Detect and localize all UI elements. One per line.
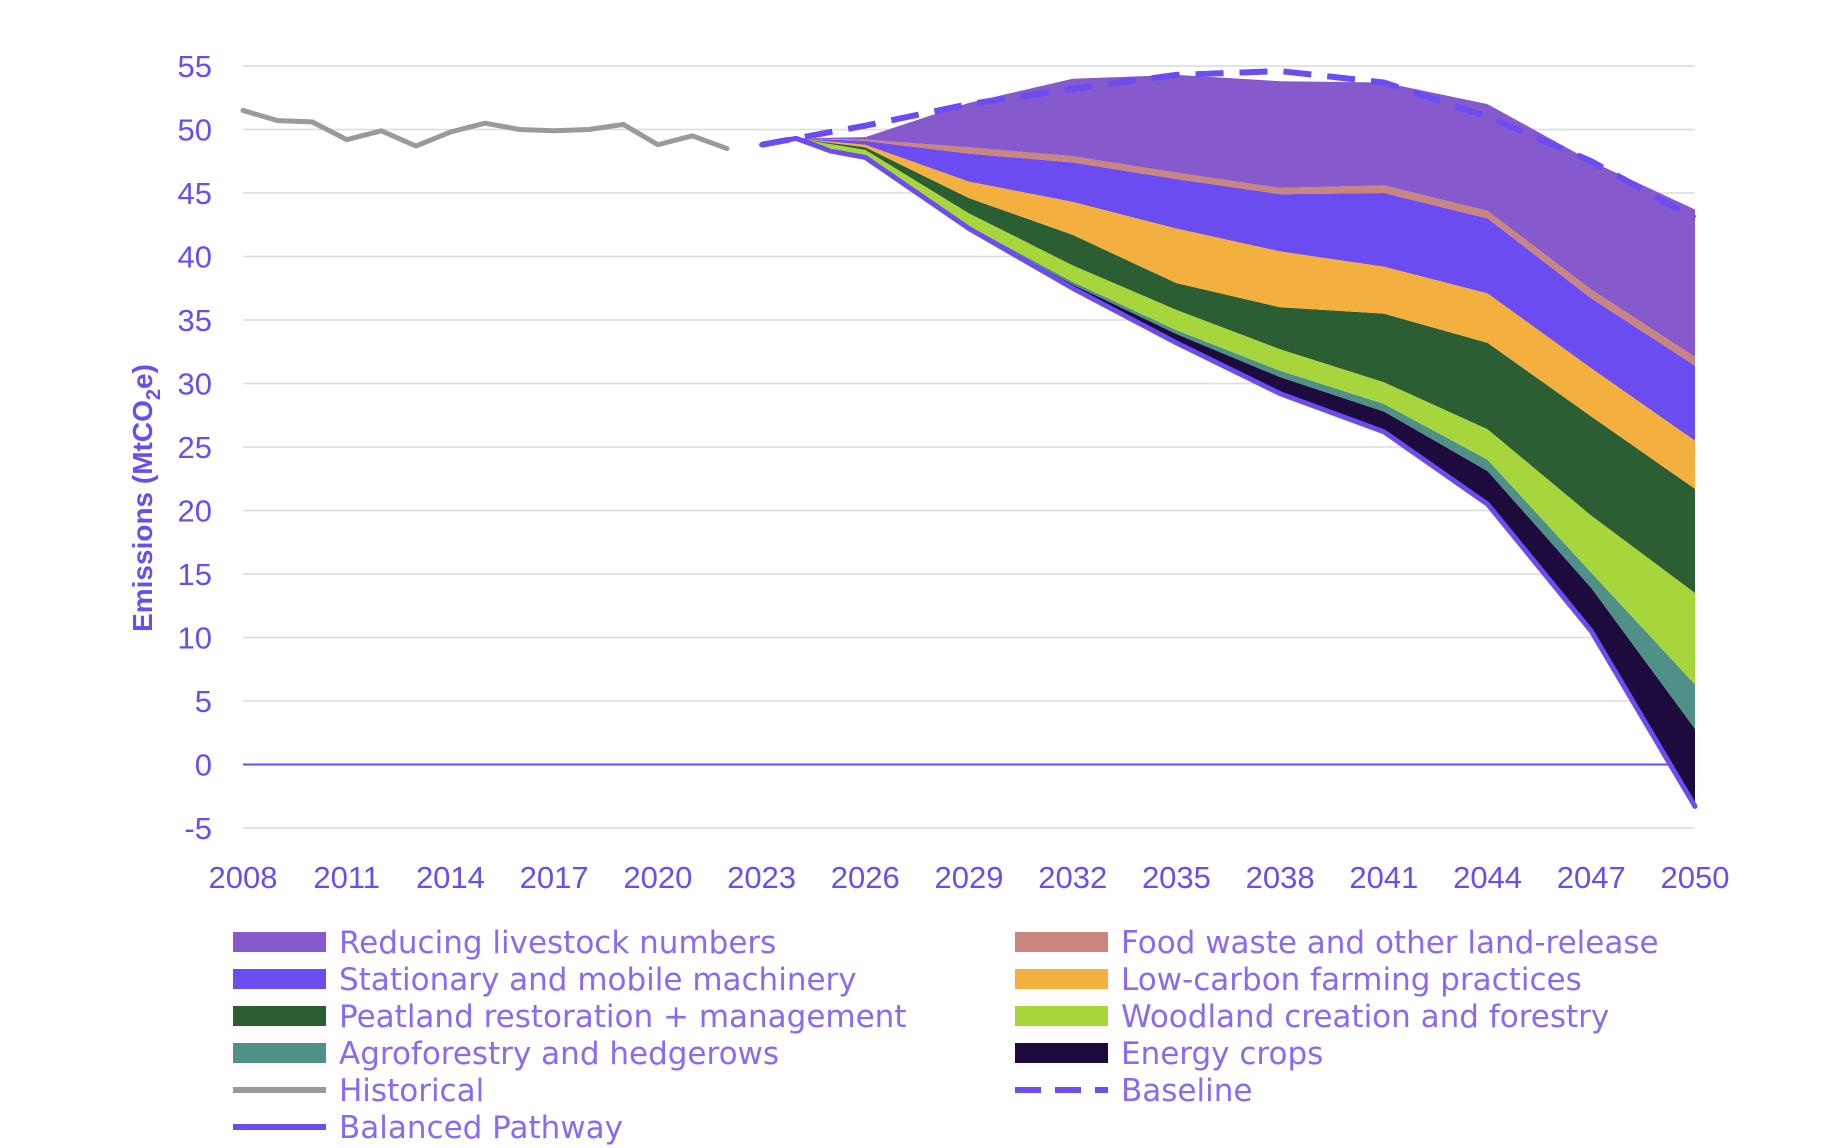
- legend-label: Historical: [339, 1073, 484, 1109]
- y-tick-label: 15: [178, 557, 212, 592]
- legend-label: Food waste and other land-release: [1121, 925, 1659, 961]
- x-tick-label: 2050: [1661, 860, 1730, 895]
- legend-swatch: [233, 932, 326, 952]
- y-tick-label: 35: [178, 303, 212, 338]
- x-axis-ticks: 2008 2011 2014 2017 2020 2023 2026 2029 2032 2035…: [209, 860, 1730, 895]
- legend-label: Stationary and mobile machinery: [339, 962, 857, 998]
- legend-label: Baseline: [1121, 1073, 1252, 1109]
- legend-label: Low-carbon farming practices: [1121, 962, 1582, 998]
- x-tick-label: 2014: [416, 860, 485, 895]
- area-food-waste-and-other-land-release: [796, 138, 1695, 366]
- x-tick-label: 2047: [1557, 860, 1626, 895]
- x-tick-label: 2017: [520, 860, 589, 895]
- legend-swatch: [1015, 1006, 1108, 1026]
- area-low-carbon-farming-practices: [796, 138, 1695, 489]
- legend-label: Woodland creation and forestry: [1121, 999, 1609, 1035]
- legend-label: Reducing livestock numbers: [339, 925, 776, 961]
- y-tick-label: 40: [178, 240, 212, 275]
- legend-swatch: [233, 1043, 326, 1063]
- y-tick-label: 20: [178, 494, 212, 529]
- y-tick-label: 25: [178, 430, 212, 465]
- y-tick-label: 0: [195, 748, 212, 783]
- area-stationary-and-mobile-machinery: [796, 138, 1695, 441]
- line-balanced-pathway: [759, 135, 1698, 809]
- legend: Reducing livestock numbers Food waste and…: [233, 925, 1659, 1146]
- x-tick-label: 2023: [727, 860, 796, 895]
- y-tick-label: 55: [178, 49, 212, 84]
- y-tick-label: 5: [195, 684, 212, 719]
- x-tick-label: 2020: [623, 860, 692, 895]
- y-axis-ticks: -5 0 5 10 15 20 25 30 35 40 45 50 55: [178, 49, 212, 846]
- area-peatland-restoration-management: [796, 138, 1695, 594]
- x-tick-label: 2038: [1246, 860, 1315, 895]
- legend-label: Energy crops: [1121, 1036, 1323, 1072]
- x-tick-label: 2044: [1453, 860, 1522, 895]
- legend-label: Balanced Pathway: [339, 1110, 623, 1146]
- y-tick-label: -5: [184, 811, 212, 846]
- x-tick-label: 2032: [1038, 860, 1107, 895]
- legend-swatch: [1015, 932, 1108, 952]
- x-tick-label: 2008: [209, 860, 278, 895]
- stacked-areas: [796, 74, 1695, 807]
- x-tick-label: 2041: [1349, 860, 1418, 895]
- legend-swatch: [233, 969, 326, 989]
- legend-label: Agroforestry and hedgerows: [339, 1036, 779, 1072]
- x-tick-label: 2026: [831, 860, 900, 895]
- line-historical: [240, 107, 730, 152]
- y-tick-label: 45: [178, 176, 212, 211]
- y-axis-label: Emissions (MtCO2e): [127, 364, 165, 632]
- gridlines: [243, 65, 1695, 829]
- area-reducing-livestock-numbers: [796, 74, 1695, 357]
- legend-swatch: [233, 1006, 326, 1026]
- x-tick-label: 2029: [935, 860, 1004, 895]
- legend-swatch: [1015, 1043, 1108, 1063]
- y-tick-label: 50: [178, 113, 212, 148]
- x-tick-label: 2035: [1142, 860, 1211, 895]
- legend-swatch: [1015, 969, 1108, 989]
- legend-label: Peatland restoration + management: [339, 999, 906, 1035]
- line-baseline: [761, 68, 1697, 222]
- y-tick-label: 10: [178, 621, 212, 656]
- series-lines: [240, 68, 1698, 809]
- x-tick-label: 2011: [313, 860, 380, 895]
- y-tick-label: 30: [178, 367, 212, 402]
